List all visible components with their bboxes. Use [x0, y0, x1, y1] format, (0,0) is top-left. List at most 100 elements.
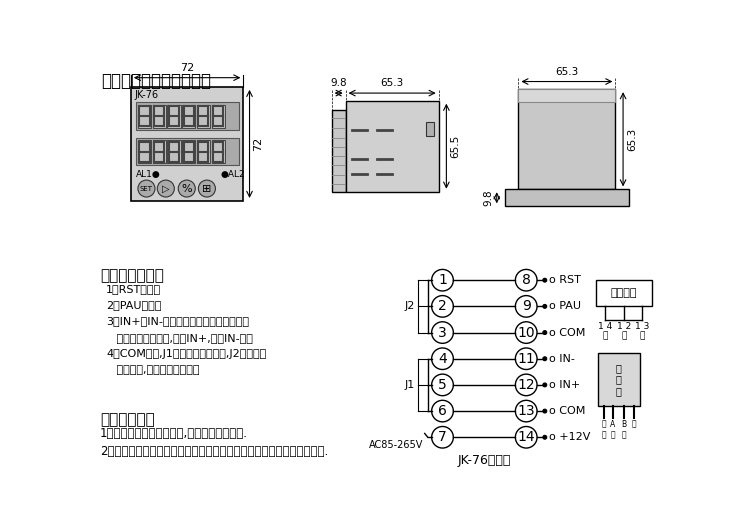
Text: 8: 8: [522, 273, 531, 287]
Circle shape: [543, 357, 547, 361]
Text: 3: 3: [438, 325, 447, 339]
Text: J1: J1: [404, 380, 415, 390]
Circle shape: [543, 435, 547, 439]
Bar: [211, 105, 225, 128]
Text: o +12V: o +12V: [549, 432, 590, 442]
Text: 5: 5: [438, 378, 447, 392]
Text: 9: 9: [522, 299, 531, 313]
Text: 9.8: 9.8: [483, 189, 493, 206]
Text: 72: 72: [180, 63, 194, 73]
Text: 地: 地: [632, 419, 636, 429]
Bar: [346, 101, 439, 192]
Text: B
相: B 相: [621, 419, 626, 439]
Text: 五、端子连接图: 五、端子连接图: [100, 269, 164, 284]
Text: 接近开关: 接近开关: [610, 288, 637, 298]
Text: 电
源: 电 源: [602, 419, 606, 439]
Text: 7: 7: [438, 430, 447, 444]
Text: %: %: [182, 184, 192, 194]
Text: 报警输出,输出均为开关信号: 报警输出,输出均为开关信号: [106, 365, 200, 375]
Circle shape: [515, 427, 537, 448]
Circle shape: [178, 180, 195, 197]
Text: 65.3: 65.3: [555, 67, 578, 77]
Text: 蓝: 蓝: [640, 331, 645, 340]
Circle shape: [515, 374, 537, 395]
Bar: [167, 140, 181, 163]
Text: AC85-265V: AC85-265V: [369, 440, 423, 450]
Text: 编
码
器: 编 码 器: [616, 363, 621, 396]
Text: 单通道加减输入时,只接IN+,此时IN-浮空: 单通道加减输入时,只接IN+,此时IN-浮空: [106, 333, 253, 343]
Circle shape: [432, 269, 453, 291]
Text: o COM: o COM: [549, 406, 585, 416]
Text: 13: 13: [518, 404, 535, 418]
Text: 六、注意事项: 六、注意事项: [100, 412, 154, 427]
Bar: [332, 110, 346, 192]
Text: o RST: o RST: [549, 275, 580, 285]
Text: 9.8: 9.8: [330, 78, 347, 88]
Circle shape: [432, 374, 453, 395]
Text: 72: 72: [254, 137, 263, 151]
Text: 四、外型尺寸及安装尺寸: 四、外型尺寸及安装尺寸: [101, 72, 211, 89]
Text: J2: J2: [404, 302, 415, 311]
Text: A
相: A 相: [610, 419, 616, 439]
Text: 1、RST为复位: 1、RST为复位: [106, 284, 161, 294]
Text: ▷: ▷: [162, 184, 170, 194]
Circle shape: [432, 427, 453, 448]
Bar: [518, 89, 615, 189]
Text: JK-76: JK-76: [134, 90, 158, 100]
Text: 棕: 棕: [602, 331, 608, 340]
Bar: [505, 189, 629, 206]
Text: 2、PAU为暂停: 2、PAU为暂停: [106, 300, 161, 310]
Circle shape: [515, 322, 537, 344]
Text: o IN+: o IN+: [549, 380, 580, 390]
Text: o COM: o COM: [549, 327, 585, 337]
Bar: [153, 105, 166, 128]
Circle shape: [158, 180, 174, 197]
Text: 黑: 黑: [621, 331, 626, 340]
Text: 11: 11: [518, 352, 535, 366]
Bar: [167, 105, 181, 128]
Text: 1 4: 1 4: [598, 322, 612, 331]
Text: ⊞: ⊞: [202, 184, 211, 194]
Text: o PAU: o PAU: [549, 302, 580, 311]
Text: 65.3: 65.3: [627, 128, 637, 151]
Circle shape: [198, 180, 215, 197]
Text: 65.3: 65.3: [380, 78, 404, 88]
Text: 10: 10: [518, 325, 535, 339]
Text: o IN-: o IN-: [549, 354, 574, 364]
Text: JK-76接线图: JK-76接线图: [458, 454, 511, 467]
Circle shape: [543, 278, 547, 282]
Text: 3、IN+、IN-为两个正反计数相位差输入端: 3、IN+、IN-为两个正反计数相位差输入端: [106, 317, 249, 326]
Circle shape: [515, 296, 537, 317]
Circle shape: [515, 269, 537, 291]
Bar: [196, 105, 210, 128]
Text: SET: SET: [140, 186, 153, 192]
Bar: [131, 87, 243, 201]
Bar: [138, 140, 151, 163]
Text: ●AL2: ●AL2: [220, 170, 245, 179]
Circle shape: [543, 383, 547, 387]
Bar: [598, 353, 640, 406]
Circle shape: [432, 296, 453, 317]
Text: 12: 12: [518, 378, 535, 392]
Text: 1、信号输入导线不宜过长,用屏蔽线连接较好.: 1、信号输入导线不宜过长,用屏蔽线连接较好.: [100, 427, 248, 440]
Bar: [136, 138, 238, 166]
Text: 2、仪表避免在有腐蚀性易燃物质灰尘大振动强和强干扰源的环境里工作.: 2、仪表避免在有腐蚀性易燃物质灰尘大振动强和强干扰源的环境里工作.: [100, 445, 328, 458]
Text: AL1●: AL1●: [136, 170, 161, 179]
Bar: [211, 140, 225, 163]
Bar: [596, 280, 652, 306]
Text: 4: 4: [438, 352, 447, 366]
Circle shape: [432, 400, 453, 422]
Circle shape: [543, 331, 547, 334]
Bar: [153, 140, 166, 163]
Bar: [196, 140, 210, 163]
Circle shape: [543, 305, 547, 308]
Text: 1 3: 1 3: [635, 322, 650, 331]
Circle shape: [432, 348, 453, 370]
Bar: [138, 105, 151, 128]
Bar: [518, 89, 615, 102]
Text: 1 2: 1 2: [616, 322, 631, 331]
Bar: [182, 140, 195, 163]
Circle shape: [515, 400, 537, 422]
Text: 65.5: 65.5: [450, 134, 460, 158]
Circle shape: [432, 322, 453, 344]
